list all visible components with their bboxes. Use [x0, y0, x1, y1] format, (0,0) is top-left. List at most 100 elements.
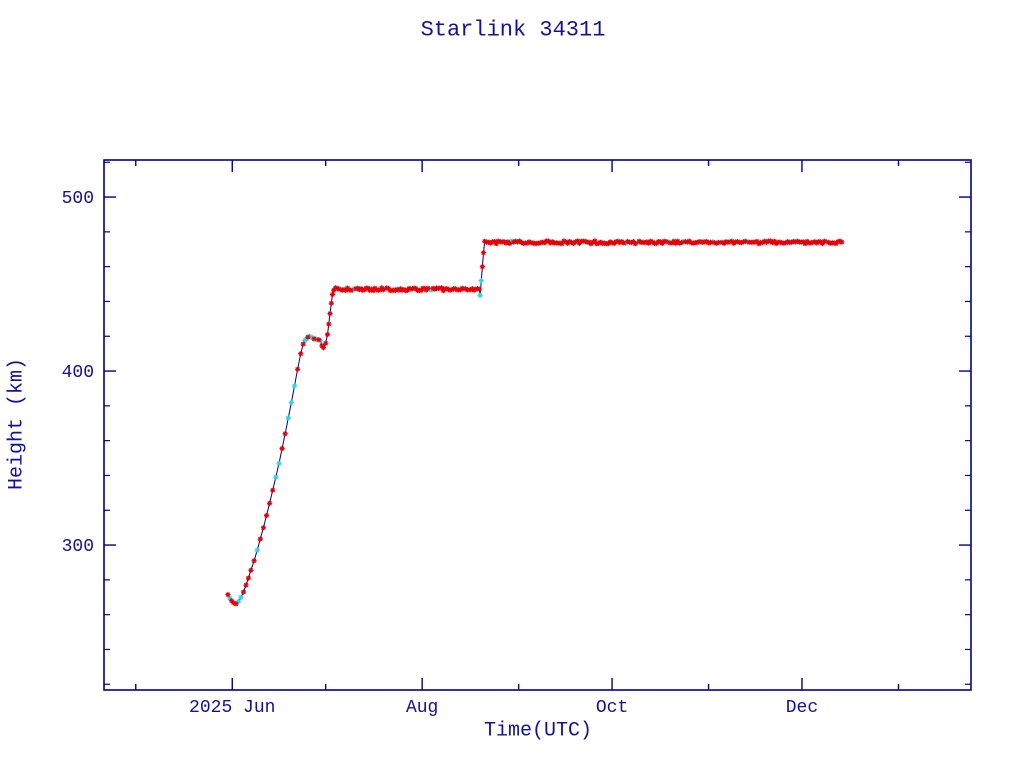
- data-marker-primary: [487, 240, 494, 246]
- data-marker-primary: [659, 240, 665, 246]
- data-marker-primary: [260, 525, 266, 531]
- data-marker-primary: [835, 239, 841, 245]
- data-marker-primary: [561, 238, 567, 244]
- data-marker-primary: [282, 431, 288, 437]
- x-tick-label: Dec: [786, 698, 818, 718]
- chart-title: Starlink 34311: [420, 17, 606, 43]
- data-marker-primary: [476, 286, 482, 292]
- data-marker-primary: [329, 291, 336, 298]
- data-marker-primary: [425, 285, 431, 291]
- data-marker-primary: [300, 341, 306, 347]
- data-marker-primary: [723, 239, 729, 245]
- data-marker-primary: [385, 285, 392, 292]
- data-marker-primary: [298, 351, 304, 357]
- x-tick-label: Aug: [406, 698, 438, 718]
- y-axis-title: Height (km): [5, 357, 29, 491]
- data-marker-primary: [690, 240, 696, 246]
- data-marker-primary: [326, 321, 332, 327]
- data-marker-primary: [486, 239, 492, 245]
- data-marker-primary: [727, 239, 733, 245]
- data-marker-secondary: [273, 474, 279, 480]
- data-marker-primary: [409, 286, 416, 292]
- data-marker-primary: [475, 286, 481, 292]
- data-marker-secondary: [291, 383, 298, 389]
- data-marker-primary: [632, 241, 638, 247]
- data-marker-primary: [574, 238, 581, 244]
- data-marker-primary: [343, 287, 349, 293]
- data-marker-primary: [752, 239, 758, 245]
- data-marker-primary: [323, 340, 329, 346]
- data-marker-primary: [518, 239, 525, 245]
- data-marker-primary: [320, 345, 327, 351]
- data-marker-secondary: [709, 239, 716, 245]
- data-marker-primary: [353, 286, 359, 292]
- data-marker-primary: [833, 241, 839, 247]
- data-marker-primary: [808, 240, 814, 246]
- data-marker-primary: [754, 238, 760, 244]
- data-marker-primary: [331, 287, 337, 293]
- data-marker-primary: [669, 240, 675, 246]
- y-tick-label: 300: [62, 537, 94, 557]
- data-marker-primary: [792, 239, 799, 245]
- data-marker-secondary: [227, 595, 233, 601]
- data-line: [227, 240, 843, 605]
- data-marker-secondary: [276, 460, 282, 466]
- x-axis-title: Time(UTC): [483, 719, 593, 743]
- data-marker-primary: [530, 240, 536, 246]
- data-marker-secondary: [477, 292, 483, 298]
- data-marker-secondary: [288, 399, 294, 405]
- data-marker-primary: [713, 240, 719, 246]
- data-marker-primary: [715, 239, 721, 246]
- data-marker-secondary: [235, 598, 242, 605]
- data-marker-primary: [675, 238, 681, 244]
- data-marker-primary: [365, 285, 371, 291]
- data-marker-primary: [595, 240, 602, 246]
- data-marker-primary: [229, 598, 235, 604]
- data-marker-primary: [700, 239, 706, 245]
- data-marker-primary: [707, 239, 714, 245]
- data-marker-primary: [825, 239, 831, 245]
- data-marker-primary: [557, 240, 563, 246]
- plot-frame: [103, 159, 972, 691]
- data-marker-secondary: [478, 278, 484, 284]
- y-tick-label: 500: [62, 189, 94, 209]
- data-marker-primary: [568, 239, 575, 246]
- data-marker-primary: [444, 286, 450, 292]
- data-marker-primary: [837, 238, 843, 244]
- data-marker-primary: [819, 240, 826, 247]
- data-marker-primary: [511, 239, 517, 245]
- data-marker-primary: [777, 239, 783, 245]
- data-marker-primary: [671, 238, 677, 244]
- data-marker-primary: [698, 239, 704, 245]
- data-marker-primary: [711, 240, 718, 246]
- data-marker-primary: [479, 264, 485, 270]
- data-marker-primary: [678, 240, 685, 246]
- data-marker-primary: [507, 240, 513, 247]
- data-marker-primary: [341, 287, 347, 293]
- data-marker-primary: [646, 240, 652, 246]
- data-marker-primary: [630, 239, 637, 245]
- x-tick-label: Oct: [596, 698, 628, 718]
- data-marker-primary: [248, 567, 254, 573]
- data-marker-primary: [336, 286, 342, 292]
- data-marker-primary: [328, 300, 334, 306]
- data-marker-primary: [399, 287, 405, 293]
- data-marker-primary: [267, 500, 273, 506]
- data-marker-primary: [295, 366, 301, 372]
- data-marker-primary: [624, 238, 631, 245]
- data-marker-primary: [617, 240, 623, 246]
- data-marker-primary: [394, 286, 400, 292]
- data-marker-primary: [311, 336, 317, 342]
- data-marker-primary: [245, 575, 251, 581]
- data-marker-primary: [480, 250, 487, 256]
- data-marker-primary: [495, 238, 501, 244]
- data-marker-primary: [673, 240, 679, 246]
- data-marker-primary: [324, 331, 331, 338]
- data-marker-primary: [802, 241, 808, 247]
- data-marker-primary: [514, 239, 521, 245]
- data-marker-primary: [628, 239, 635, 246]
- data-marker-primary: [740, 239, 747, 245]
- data-marker-secondary: [238, 594, 244, 600]
